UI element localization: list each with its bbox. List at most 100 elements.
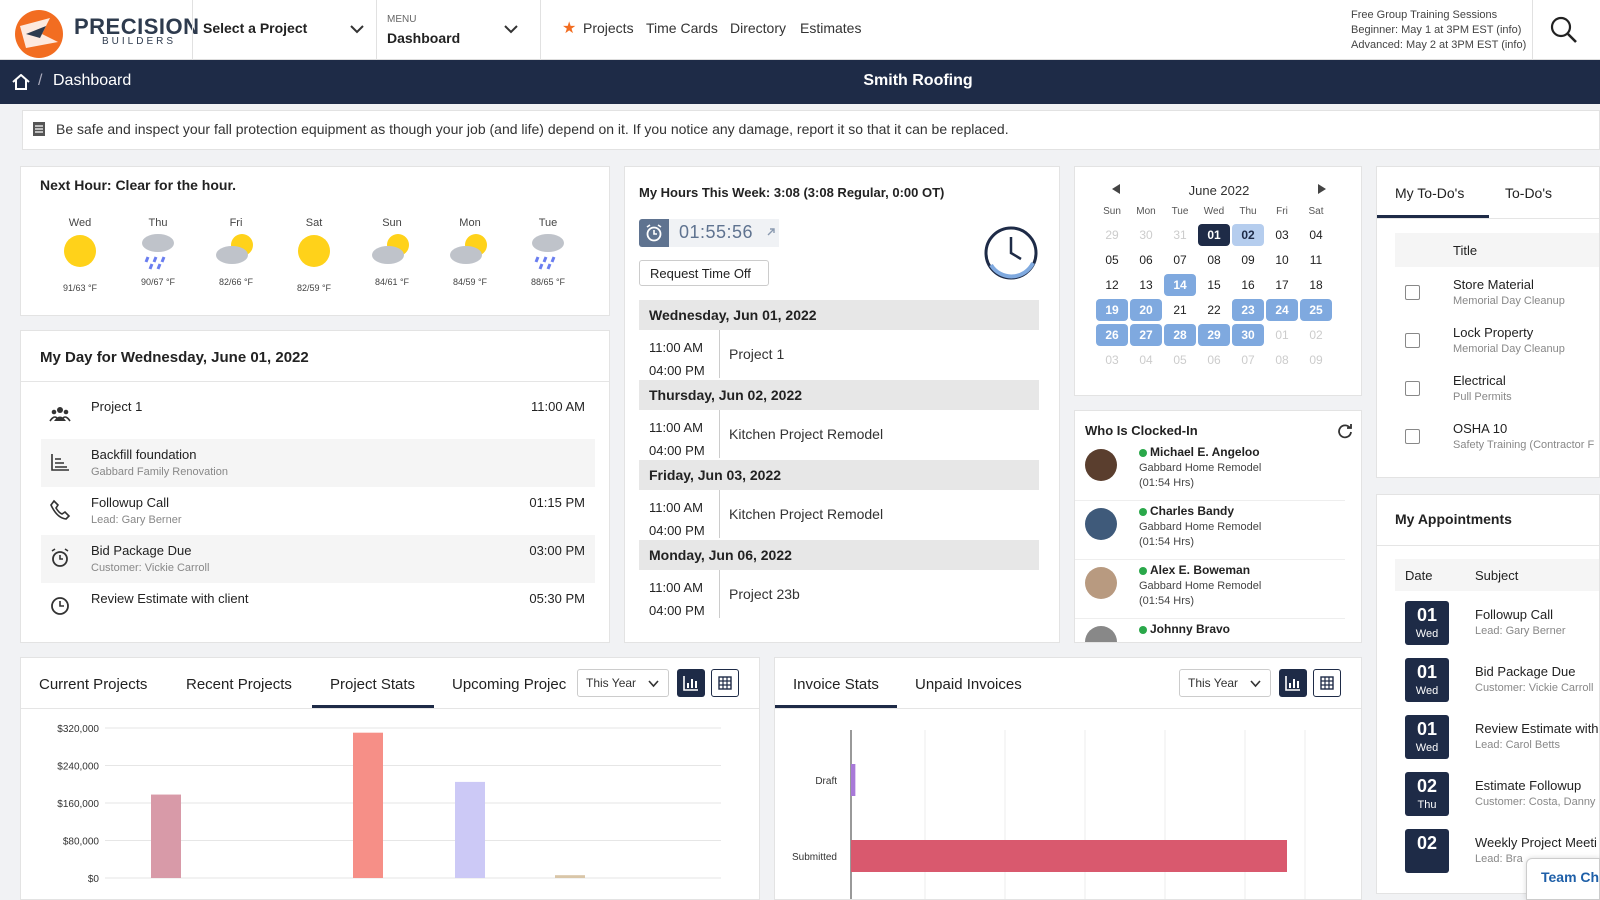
appointment-item[interactable]: 01 Wed Bid Package Due Customer: Vickie Car… <box>1395 656 1599 706</box>
calendar-day[interactable]: 16 <box>1241 278 1255 292</box>
clocked-in-person[interactable]: Charles Bandy Gabbard Home Remodel (01:54 … <box>1075 502 1345 560</box>
calendar-day[interactable]: 04 <box>1309 228 1323 242</box>
bar[interactable] <box>555 875 585 878</box>
table-view-button[interactable] <box>711 669 739 697</box>
nav-time-cards[interactable]: Time Cards <box>646 20 718 36</box>
tab-invoice-stats[interactable]: Invoice Stats <box>793 676 879 693</box>
calendar-day[interactable]: 01 <box>1198 224 1230 246</box>
search-icon[interactable] <box>1548 14 1580 46</box>
calendar-day[interactable]: 01 <box>1275 328 1289 342</box>
calendar-day[interactable]: 05 <box>1173 353 1187 367</box>
hours-day-entry[interactable]: 11:00 AM 04:00 PM Kitchen Project Remodel <box>639 410 1039 458</box>
calendar-day[interactable]: 09 <box>1241 253 1255 267</box>
tab-current-projects[interactable]: Current Projects <box>39 676 148 693</box>
training-advanced[interactable]: Advanced: May 2 at 3PM EST (info) <box>1351 39 1527 51</box>
appointment-item[interactable]: 02 Thu Estimate Followup Customer: Costa, D… <box>1395 770 1599 820</box>
bar[interactable] <box>353 732 383 878</box>
refresh-icon[interactable] <box>1337 423 1353 439</box>
hours-day-entry[interactable]: 11:00 AM 04:00 PM Kitchen Project Remodel <box>639 490 1039 538</box>
calendar-day[interactable]: 25 <box>1300 299 1332 321</box>
project-year-filter[interactable]: This Year <box>577 669 669 697</box>
calendar-day[interactable]: 02 <box>1232 224 1264 246</box>
calendar-day[interactable]: 28 <box>1164 324 1196 346</box>
calendar-day[interactable]: 17 <box>1275 278 1289 292</box>
calendar-day[interactable]: 09 <box>1309 353 1323 367</box>
nav-directory[interactable]: Directory <box>730 20 787 36</box>
calendar-day[interactable]: 14 <box>1164 274 1196 296</box>
calendar-day[interactable]: 04 <box>1139 353 1153 367</box>
calendar-day[interactable]: 21 <box>1173 303 1187 317</box>
calendar-day[interactable]: 20 <box>1130 299 1162 321</box>
clocked-in-person[interactable]: Michael E. Angeloo Gabbard Home Remodel (0… <box>1075 443 1345 501</box>
my-day-item[interactable]: Followup Call Lead: Gary Berner 01:15 PM <box>41 487 595 535</box>
calendar-day[interactable]: 06 <box>1139 253 1153 267</box>
appointment-item[interactable]: 01 Wed Followup Call Lead: Gary Berner <box>1395 599 1599 649</box>
calendar-day[interactable]: 13 <box>1139 278 1153 292</box>
nav-estimates[interactable]: Estimates <box>800 20 862 36</box>
calendar-day[interactable]: 27 <box>1130 324 1162 346</box>
todo-title[interactable]: Store Material <box>1453 277 1534 292</box>
tab-project-stats[interactable]: Project Stats <box>330 676 416 693</box>
calendar-day[interactable]: 26 <box>1096 324 1128 346</box>
todo-title[interactable]: Electrical <box>1453 373 1506 388</box>
todo-title[interactable]: Lock Property <box>1453 325 1534 340</box>
todo-checkbox[interactable] <box>1405 381 1420 396</box>
menu-select[interactable]: MENU Dashboard <box>376 0 540 60</box>
appointment-item[interactable]: 01 Wed Review Estimate with Lead: Carol Bet… <box>1395 713 1599 763</box>
calendar-day[interactable]: 30 <box>1139 228 1153 242</box>
calendar-day[interactable]: 07 <box>1241 353 1255 367</box>
request-time-off-button[interactable]: Request Time Off <box>639 260 769 286</box>
my-day-item[interactable]: Project 1 11:00 AM <box>41 391 595 439</box>
brand-logo[interactable]: PRECISION BUILDERS <box>12 2 199 58</box>
calendar-day[interactable]: 08 <box>1275 353 1289 367</box>
calendar-day[interactable]: 15 <box>1207 278 1221 292</box>
home-icon[interactable] <box>12 74 30 90</box>
breadcrumb-current[interactable]: Dashboard <box>53 72 132 89</box>
calendar-day[interactable]: 11 <box>1309 253 1323 267</box>
clocked-in-person[interactable]: Alex E. Boweman Gabbard Home Remodel (01:5… <box>1075 561 1345 619</box>
hours-day-entry[interactable]: 11:00 AM 04:00 PM Project 1 <box>639 330 1039 378</box>
my-day-item[interactable]: Review Estimate with client 05:30 PM <box>41 583 595 631</box>
prev-month-icon[interactable] <box>1111 183 1121 195</box>
calendar-day[interactable]: 02 <box>1309 328 1323 342</box>
calendar-day[interactable]: 10 <box>1275 253 1289 267</box>
todo-checkbox[interactable] <box>1405 429 1420 444</box>
calendar-day[interactable]: 03 <box>1275 228 1289 242</box>
calendar-day[interactable]: 06 <box>1207 353 1221 367</box>
calendar-day[interactable]: 18 <box>1309 278 1323 292</box>
tab-todos[interactable]: To-Do's <box>1505 185 1553 201</box>
bar[interactable] <box>455 781 485 878</box>
calendar-day[interactable]: 03 <box>1105 353 1119 367</box>
external-link-icon[interactable] <box>766 227 776 237</box>
training-beginner[interactable]: Beginner: May 1 at 3PM EST (info) <box>1351 24 1522 36</box>
my-day-item[interactable]: Backfill foundation Gabbard Family Renova… <box>41 439 595 487</box>
calendar-day[interactable]: 08 <box>1207 253 1221 267</box>
hours-day-entry[interactable]: 11:00 AM 04:00 PM Project 23b <box>639 570 1039 618</box>
tab-recent-projects[interactable]: Recent Projects <box>186 676 292 693</box>
bar[interactable] <box>151 794 181 878</box>
clocked-in-person[interactable]: Johnny Bravo <box>1075 620 1345 642</box>
invoice-year-filter[interactable]: This Year <box>1179 669 1271 697</box>
calendar-day[interactable]: 19 <box>1096 299 1128 321</box>
todo-title[interactable]: OSHA 10 <box>1453 421 1508 436</box>
appointment-item[interactable]: 02 Weekly Project Meeti Lead: Bra <box>1395 827 1599 877</box>
training-info[interactable]: Free Group Training Sessions Beginner: M… <box>1351 8 1526 53</box>
team-chat-button[interactable]: Team Ch <box>1526 858 1600 900</box>
chart-view-button[interactable] <box>1279 669 1307 697</box>
calendar-day[interactable]: 23 <box>1232 299 1264 321</box>
todo-checkbox[interactable] <box>1405 333 1420 348</box>
tab-upcoming-projects[interactable]: Upcoming Projec <box>452 676 567 693</box>
calendar-day[interactable]: 30 <box>1232 324 1264 346</box>
bar[interactable] <box>851 764 856 796</box>
calendar-day[interactable]: 29 <box>1198 324 1230 346</box>
calendar-day[interactable]: 05 <box>1105 253 1119 267</box>
todo-checkbox[interactable] <box>1405 285 1420 300</box>
tab-my-todos[interactable]: My To-Do's <box>1395 185 1465 201</box>
calendar-day[interactable]: 31 <box>1173 228 1187 242</box>
table-view-button[interactable] <box>1313 669 1341 697</box>
calendar-day[interactable]: 22 <box>1207 303 1221 317</box>
calendar-day[interactable]: 12 <box>1105 278 1119 292</box>
next-month-icon[interactable] <box>1317 183 1327 195</box>
nav-projects[interactable]: Projects <box>583 20 634 36</box>
project-select[interactable]: Select a Project <box>192 0 376 60</box>
